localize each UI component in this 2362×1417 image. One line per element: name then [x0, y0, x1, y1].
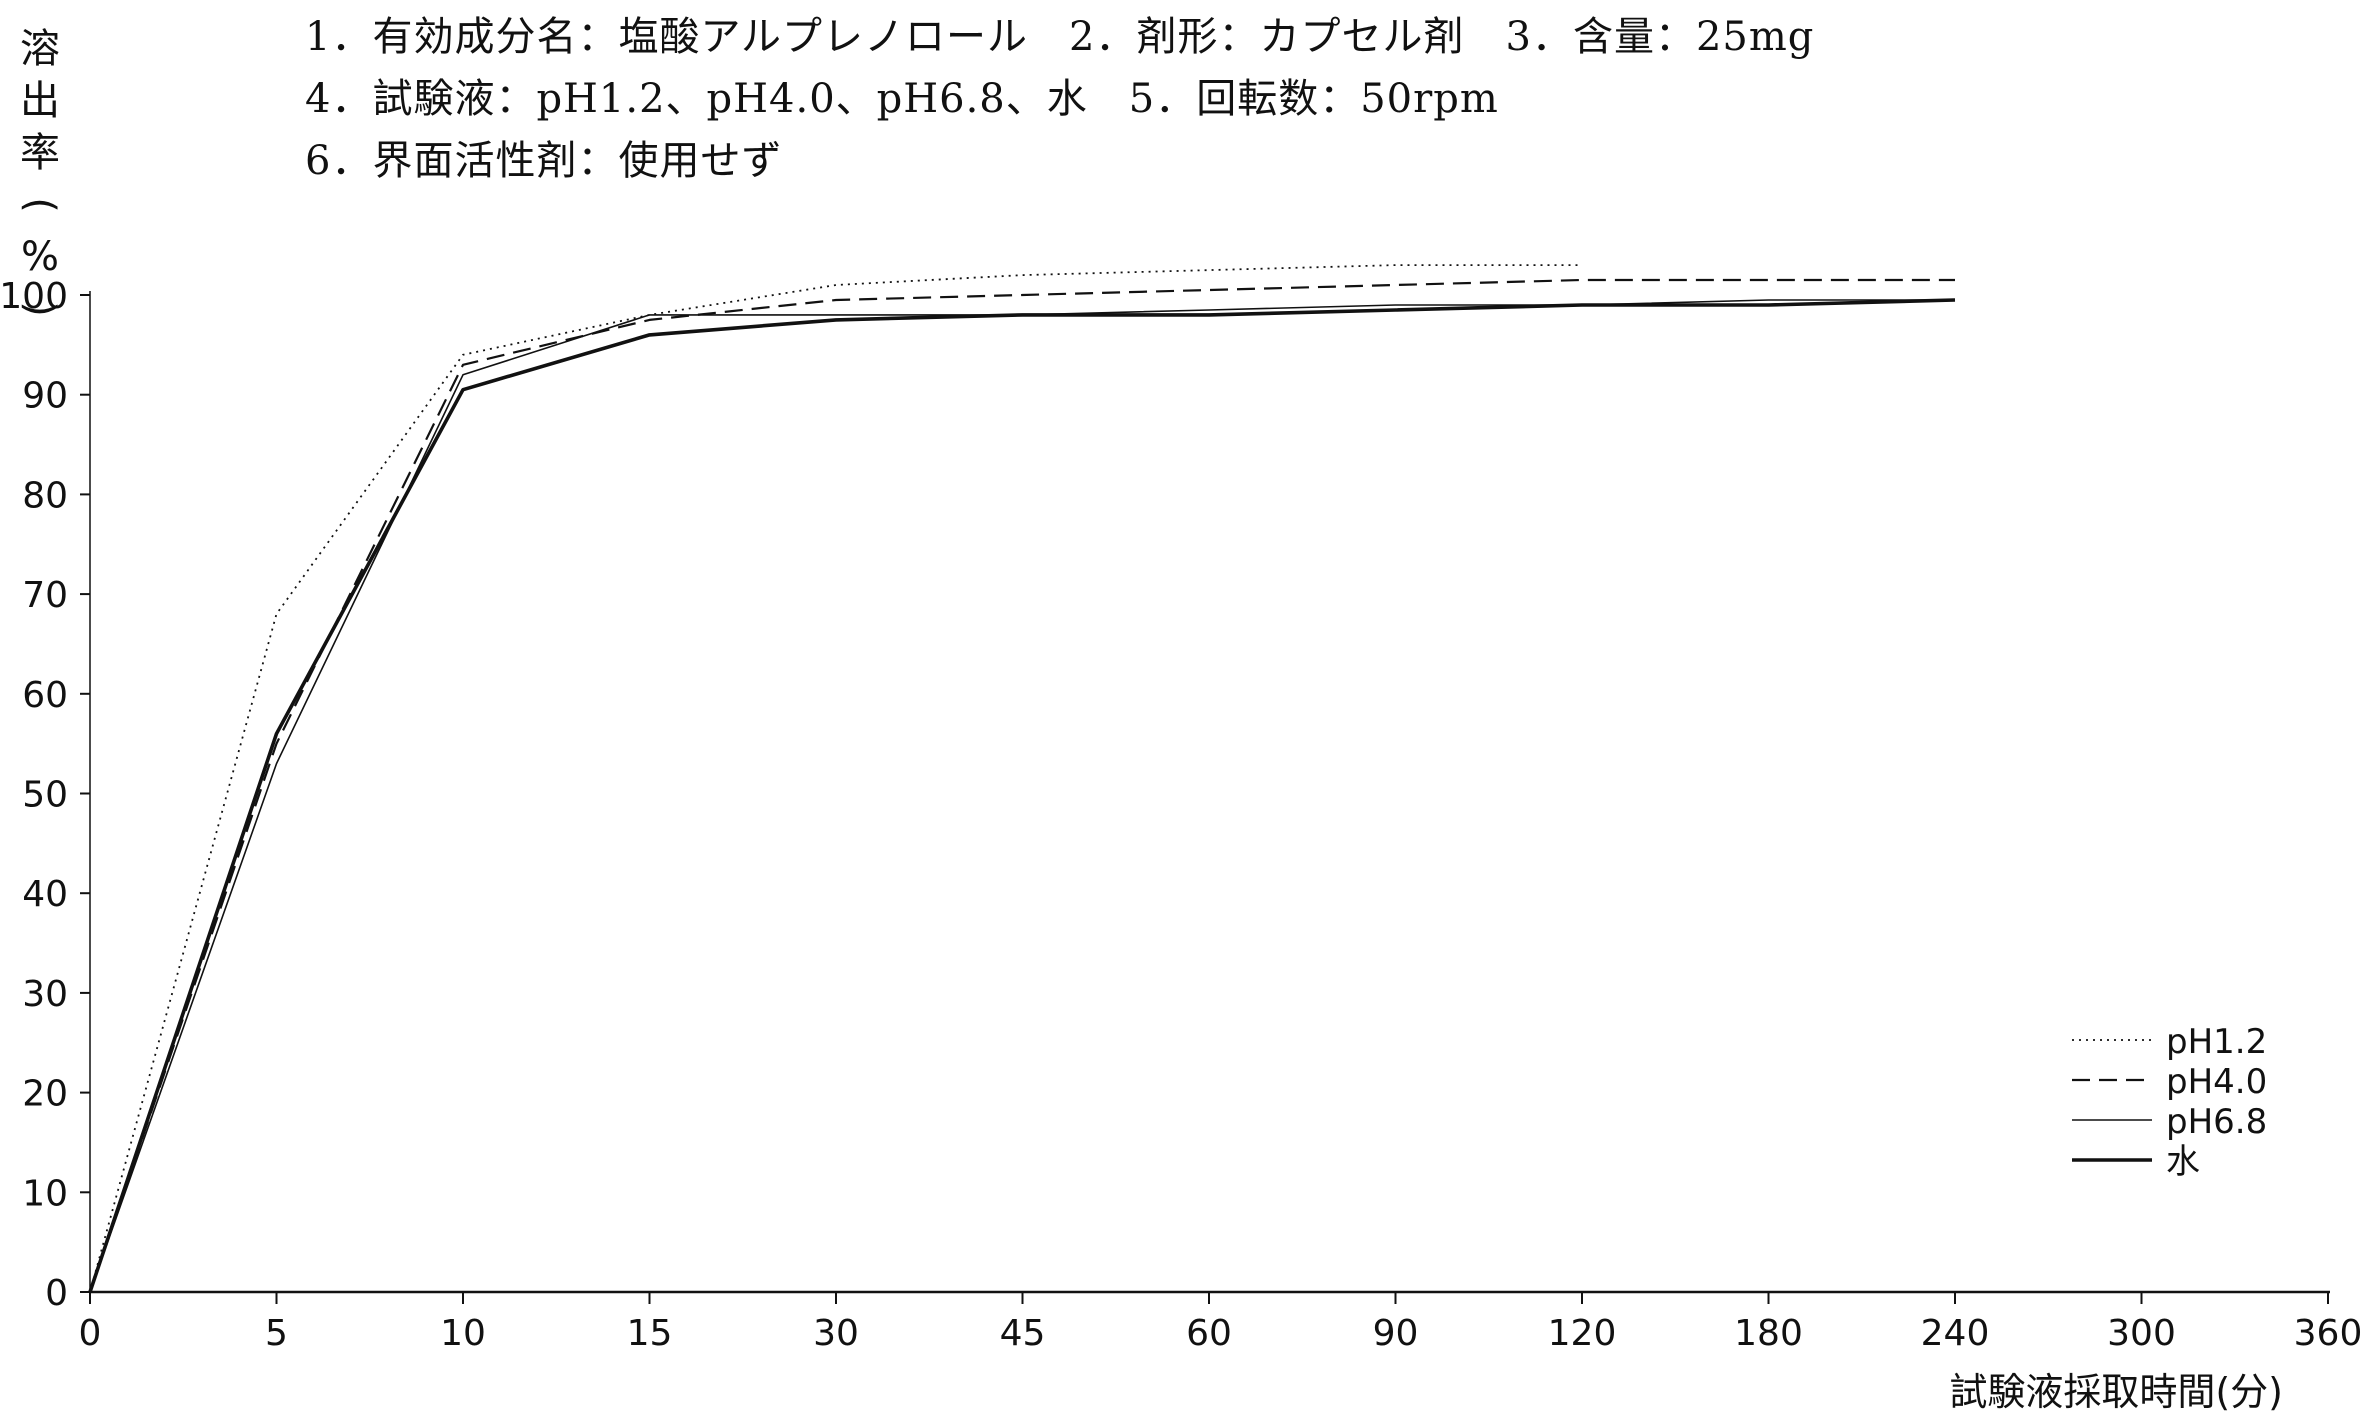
- x-tick-label: 180: [1734, 1313, 1803, 1354]
- x-tick-label: 45: [1000, 1313, 1046, 1354]
- y-tick-label: 10: [22, 1173, 68, 1214]
- series-line-1: [88, 278, 1955, 1293]
- y-tick-label: 50: [22, 775, 68, 816]
- y-axis-ticks: 0 10 20 30 40 50 60 70 80 90 100: [0, 276, 90, 1314]
- y-tick-label: 90: [22, 376, 68, 417]
- legend-label: pH6.8: [2166, 1102, 2267, 1142]
- x-tick-label: 60: [1186, 1313, 1232, 1354]
- y-axis-label-char: %: [21, 234, 59, 280]
- y-axis-label-char: 率: [20, 130, 60, 176]
- legend-label: pH4.0: [2166, 1062, 2267, 1102]
- series-line-3: [88, 298, 1956, 1293]
- y-tick-label: 0: [45, 1273, 68, 1314]
- legend-label: pH1.2: [2166, 1022, 2267, 1062]
- x-tick-label: 240: [1921, 1313, 1990, 1354]
- series-lines: [88, 264, 1956, 1293]
- x-tick-label: 360: [2294, 1313, 2362, 1354]
- series-line-2: [89, 299, 1955, 1293]
- header-line-1: 1．有効成分名：塩酸アルプレノロール 2．剤形：カプセル剤 3．含量：25mg: [305, 14, 1815, 60]
- y-axis-label-char: 出: [20, 78, 60, 124]
- x-tick-label: 90: [1373, 1313, 1419, 1354]
- legend-label: 水: [2166, 1142, 2200, 1182]
- x-tick-label: 120: [1548, 1313, 1617, 1354]
- x-tick-label: 30: [813, 1313, 859, 1354]
- y-axis-label-char: 溶: [20, 26, 60, 72]
- y-tick-label: 20: [22, 1074, 68, 1115]
- x-tick-label: 300: [2107, 1313, 2176, 1354]
- y-tick-label: 30: [22, 974, 68, 1015]
- y-tick-label: 40: [22, 874, 68, 915]
- y-tick-label: 60: [22, 675, 68, 716]
- y-tick-label: 70: [22, 575, 68, 616]
- x-tick-label: 0: [79, 1313, 102, 1354]
- axes: [89, 291, 2330, 1294]
- y-axis-label: 溶出率 (%): [17, 26, 63, 317]
- y-axis-label-char: ): [17, 301, 63, 317]
- header-line-2: 4．試験液：pH1.2、pH4.0、pH6.8、水 5．回転数：50rpm: [305, 76, 1499, 122]
- header-line-3: 6．界面活性剤：使用せず: [305, 138, 783, 184]
- y-axis-label-char: (: [17, 197, 63, 213]
- x-tick-label: 10: [440, 1313, 486, 1354]
- x-tick-label: 15: [627, 1313, 673, 1354]
- x-axis-label: 試験液採取時間(分): [1949, 1370, 2283, 1414]
- series-line-0: [89, 264, 1582, 1293]
- y-tick-label: 80: [22, 475, 68, 516]
- x-axis-ticks: 0 5 10 15 30 45 60 90 120 180 240 300 360: [79, 1292, 2362, 1354]
- y-tick-label: 100: [0, 276, 68, 317]
- x-tick-label: 5: [265, 1313, 288, 1354]
